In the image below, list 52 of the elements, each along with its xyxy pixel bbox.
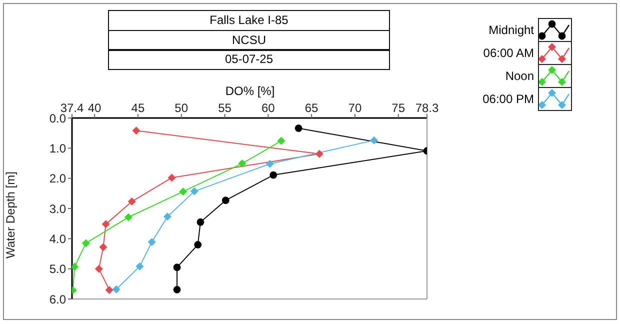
point: [190, 187, 198, 196]
point: [173, 264, 181, 272]
point: [294, 124, 302, 132]
text: 05-07-25: [108, 49, 390, 70]
x-tick-label: 75: [392, 101, 406, 115]
point: [222, 196, 230, 204]
legend-label: Noon: [504, 68, 534, 82]
x-tick-label: 45: [131, 101, 145, 115]
point: [99, 243, 108, 252]
x-tick-label: 78.3: [415, 101, 439, 115]
y-tick-label: 1.0: [49, 141, 66, 156]
y-tick-label: 5.0: [49, 262, 66, 276]
point: [370, 136, 378, 144]
legend-label: Midnight: [488, 22, 534, 36]
point: [112, 285, 120, 294]
point: [168, 174, 176, 182]
legend-label: 06:00 PM: [482, 92, 534, 106]
x-tick-label: 55: [218, 101, 232, 115]
x-tick-label: 50: [174, 101, 188, 115]
legend-label: 06:00 AM: [482, 46, 534, 60]
point: [128, 198, 136, 206]
x-axis-title: DO% [%]: [224, 84, 276, 98]
y-tick-label: 6.0: [49, 292, 66, 306]
point: [132, 126, 140, 135]
chart-subtitle: NCSU: [108, 30, 390, 50]
point: [94, 264, 103, 273]
point: [179, 188, 188, 196]
point: [102, 220, 110, 228]
chart-title: Falls Lake I-85: [108, 10, 390, 31]
point: [196, 218, 204, 226]
point: [266, 160, 274, 168]
point: [277, 136, 286, 145]
point: [270, 171, 278, 179]
point: [136, 262, 144, 270]
point: [124, 213, 132, 222]
x-tick-label: 40: [88, 101, 102, 115]
x-tick-label: 60: [261, 101, 276, 115]
y-tick-label: 4.0: [49, 232, 66, 246]
y-tick-label: 3.0: [49, 202, 66, 216]
point: [105, 286, 114, 294]
y-tick-label: 2.0: [49, 172, 66, 186]
point: [315, 150, 324, 158]
y-axis-title: Water Depth [m]: [3, 172, 18, 258]
x-tick-label: 70: [348, 101, 362, 115]
point: [173, 286, 181, 294]
point: [163, 212, 172, 221]
point: [82, 239, 90, 248]
x-tick-label: 65: [304, 101, 319, 115]
point: [194, 241, 202, 248]
point: [238, 160, 246, 168]
point: [148, 238, 156, 246]
point: [72, 262, 79, 271]
